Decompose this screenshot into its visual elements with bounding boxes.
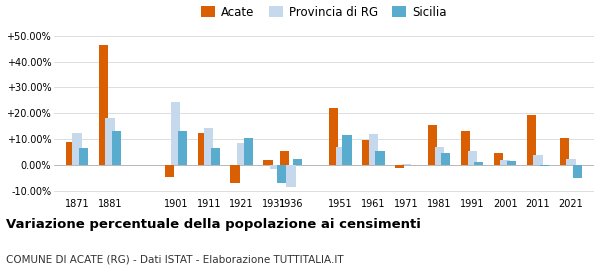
Bar (277, 165, 286, 183)
Bar (369, 134, 378, 165)
Bar (112, 131, 121, 165)
Bar (237, 143, 246, 165)
Bar (244, 138, 253, 165)
Bar (376, 151, 385, 165)
Bar (79, 148, 88, 165)
Bar (329, 108, 338, 165)
Bar (171, 102, 181, 165)
Bar (540, 165, 549, 166)
Bar (211, 148, 220, 165)
Bar (164, 165, 174, 177)
Bar (461, 131, 470, 165)
Bar (395, 165, 404, 167)
Bar (507, 161, 516, 165)
Bar (527, 115, 536, 165)
Bar (178, 131, 187, 165)
Bar (197, 133, 207, 165)
Bar (270, 165, 279, 169)
Bar (343, 135, 352, 165)
Text: COMUNE DI ACATE (RG) - Dati ISTAT - Elaborazione TUTTITALIA.IT: COMUNE DI ACATE (RG) - Dati ISTAT - Elab… (6, 255, 344, 265)
Bar (566, 158, 575, 165)
Text: Variazione percentuale della popolazione ai censimenti: Variazione percentuale della popolazione… (6, 218, 421, 231)
Bar (467, 151, 477, 165)
Bar (500, 160, 510, 165)
Bar (66, 142, 75, 165)
Bar (106, 118, 115, 165)
Bar (230, 165, 240, 183)
Bar (286, 165, 296, 187)
Bar (428, 125, 437, 165)
Bar (293, 158, 302, 165)
Bar (434, 147, 444, 165)
Bar (560, 138, 569, 165)
Bar (441, 153, 451, 165)
Bar (336, 147, 345, 165)
Bar (73, 133, 82, 165)
Bar (402, 164, 411, 165)
Bar (474, 162, 484, 165)
Bar (362, 141, 371, 165)
Bar (494, 153, 503, 165)
Bar (263, 160, 272, 165)
Bar (99, 45, 108, 165)
Bar (533, 155, 542, 165)
Bar (280, 151, 289, 165)
Bar (204, 127, 214, 165)
Bar (573, 165, 582, 178)
Legend: Acate, Provincia di RG, Sicilia: Acate, Provincia di RG, Sicilia (201, 6, 447, 19)
